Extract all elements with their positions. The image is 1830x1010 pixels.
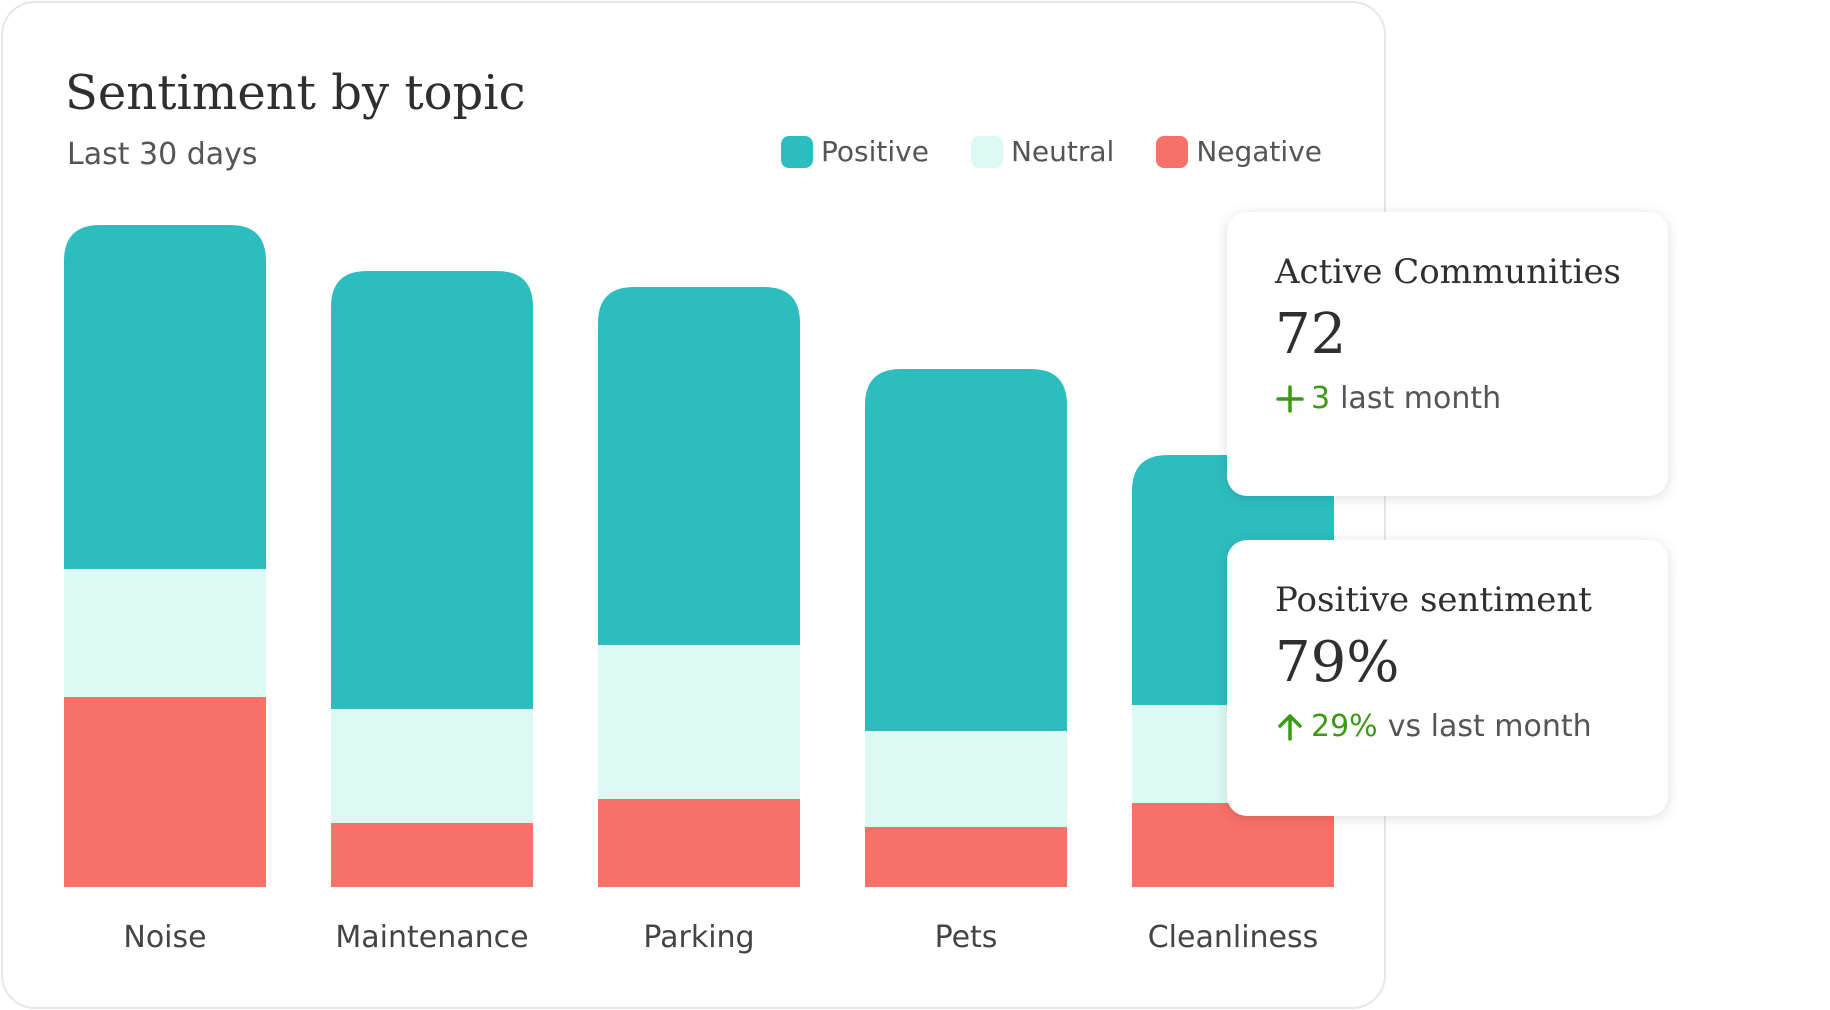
chart-title: Sentiment by topic <box>65 65 526 121</box>
stat-delta-value: 3 <box>1311 381 1331 417</box>
stat-value: 72 <box>1275 301 1347 367</box>
x-tick-label: Parking <box>643 920 754 955</box>
legend-swatch-positive <box>781 135 814 168</box>
bar-pets-negative <box>865 827 1067 887</box>
bar-parking-negative <box>598 799 800 887</box>
bar-parking-neutral <box>598 645 800 799</box>
bar-maintenance-negative <box>331 823 533 887</box>
plus-icon <box>1276 384 1304 413</box>
bar-noise-neutral <box>64 569 266 697</box>
bar-cleanliness-negative <box>1132 803 1334 887</box>
stat-title: Positive sentiment <box>1275 580 1592 620</box>
stat-delta-text: last month <box>1340 381 1502 417</box>
bar-noise-negative <box>64 697 266 887</box>
stacked-bar-chart: Noise Maintenance Parking Pets Cleanliness <box>64 225 1334 955</box>
bar-pets-positive <box>865 369 1067 731</box>
stat-card-positive-sentiment: Positive sentiment 79% 29% vs last month <box>1227 540 1668 816</box>
bar-noise-positive <box>64 225 266 569</box>
chart-legend: Positive Neutral Negative <box>781 135 1322 168</box>
x-tick-label: Maintenance <box>335 920 528 955</box>
stat-card-active-communities: Active Communities 72 3 last month <box>1227 212 1668 496</box>
legend-label-positive: Positive <box>821 135 929 168</box>
bar-pets-neutral <box>865 731 1067 827</box>
bar-parking-positive <box>598 287 800 645</box>
stat-title: Active Communities <box>1275 252 1622 292</box>
bar-maintenance-positive <box>331 271 533 709</box>
stat-delta-value: 29% <box>1311 709 1378 745</box>
stat-delta-text: vs last month <box>1387 709 1592 745</box>
chart-subtitle: Last 30 days <box>67 137 258 172</box>
stat-value: 79% <box>1275 629 1400 695</box>
x-tick-label: Pets <box>935 920 998 955</box>
stat-delta: 29% vs last month <box>1275 709 1668 744</box>
x-tick-label: Noise <box>123 920 206 955</box>
stat-delta: 3 last month <box>1275 381 1668 416</box>
legend-item-neutral: Neutral <box>970 135 1115 168</box>
legend-item-negative: Negative <box>1156 135 1322 168</box>
legend-swatch-neutral <box>970 135 1003 168</box>
legend-label-negative: Negative <box>1196 135 1322 168</box>
legend-item-positive: Positive <box>781 135 929 168</box>
arrow-up-icon <box>1278 713 1302 741</box>
legend-swatch-negative <box>1156 135 1189 168</box>
bar-maintenance-neutral <box>331 709 533 823</box>
legend-label-neutral: Neutral <box>1010 135 1115 168</box>
x-tick-label: Cleanliness <box>1148 920 1319 955</box>
